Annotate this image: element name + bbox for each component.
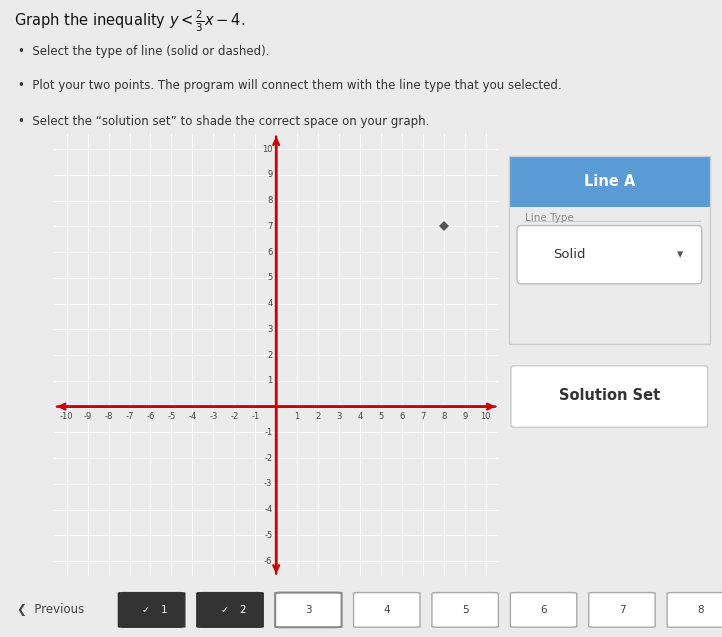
Text: -4: -4 (188, 412, 196, 421)
Text: -1: -1 (251, 412, 259, 421)
Text: 5: 5 (462, 605, 469, 615)
Text: 1: 1 (267, 376, 272, 385)
Text: -2: -2 (264, 454, 272, 462)
Text: 7: 7 (619, 605, 625, 615)
Text: 1: 1 (161, 605, 168, 615)
Text: -9: -9 (84, 412, 92, 421)
Text: 10: 10 (262, 145, 272, 154)
Text: 3: 3 (267, 325, 272, 334)
Text: 3: 3 (305, 605, 312, 615)
FancyBboxPatch shape (510, 592, 577, 627)
Text: -3: -3 (209, 412, 217, 421)
Text: -5: -5 (168, 412, 175, 421)
Text: 6: 6 (399, 412, 404, 421)
FancyBboxPatch shape (667, 592, 722, 627)
Text: 7: 7 (267, 222, 272, 231)
Text: 9: 9 (462, 412, 467, 421)
Text: Solution Set: Solution Set (559, 388, 660, 403)
Text: ✓: ✓ (220, 605, 228, 615)
Text: Solid: Solid (553, 248, 586, 261)
FancyBboxPatch shape (197, 592, 264, 627)
Text: -6: -6 (147, 412, 155, 421)
FancyBboxPatch shape (275, 592, 342, 627)
Text: Graph the inequality $y < \frac{2}{3}x - 4$.: Graph the inequality $y < \frac{2}{3}x -… (14, 9, 245, 34)
Text: 3: 3 (336, 412, 342, 421)
Text: 4: 4 (357, 412, 362, 421)
Text: 6: 6 (540, 605, 547, 615)
Text: -3: -3 (264, 479, 272, 489)
Text: 1: 1 (295, 412, 300, 421)
Text: 6: 6 (267, 248, 272, 257)
FancyBboxPatch shape (118, 592, 185, 627)
Text: 9: 9 (267, 171, 272, 180)
Text: 2: 2 (316, 412, 321, 421)
Text: 5: 5 (378, 412, 383, 421)
FancyBboxPatch shape (588, 592, 655, 627)
Text: ❮  Previous: ❮ Previous (17, 603, 84, 617)
Text: 4: 4 (383, 605, 390, 615)
Text: -7: -7 (126, 412, 134, 421)
Text: -10: -10 (60, 412, 74, 421)
Text: -4: -4 (264, 505, 272, 514)
FancyBboxPatch shape (509, 156, 710, 207)
Text: ✓: ✓ (142, 605, 150, 615)
Text: 8: 8 (697, 605, 704, 615)
Text: 10: 10 (480, 412, 491, 421)
Text: •  Select the “solution set” to shade the correct space on your graph.: • Select the “solution set” to shade the… (18, 115, 429, 128)
Text: Line A: Line A (583, 174, 635, 189)
Text: 2: 2 (240, 605, 246, 615)
FancyBboxPatch shape (354, 592, 420, 627)
FancyBboxPatch shape (432, 592, 498, 627)
Text: 2: 2 (267, 350, 272, 360)
Text: Line Type: Line Type (525, 213, 574, 223)
Text: 5: 5 (267, 273, 272, 282)
FancyBboxPatch shape (517, 225, 702, 284)
Text: -5: -5 (264, 531, 272, 540)
FancyBboxPatch shape (511, 366, 708, 427)
Text: -8: -8 (105, 412, 113, 421)
Text: ▾: ▾ (677, 248, 683, 261)
Text: 8: 8 (441, 412, 446, 421)
Text: -6: -6 (264, 557, 272, 566)
Text: •  Select the type of line (solid or dashed).: • Select the type of line (solid or dash… (18, 45, 269, 58)
Text: -1: -1 (264, 428, 272, 437)
Text: 4: 4 (267, 299, 272, 308)
Text: 8: 8 (267, 196, 272, 205)
Text: 7: 7 (420, 412, 425, 421)
Text: •  Plot your two points. The program will connect them with the line type that y: • Plot your two points. The program will… (18, 79, 561, 92)
Text: -2: -2 (230, 412, 238, 421)
